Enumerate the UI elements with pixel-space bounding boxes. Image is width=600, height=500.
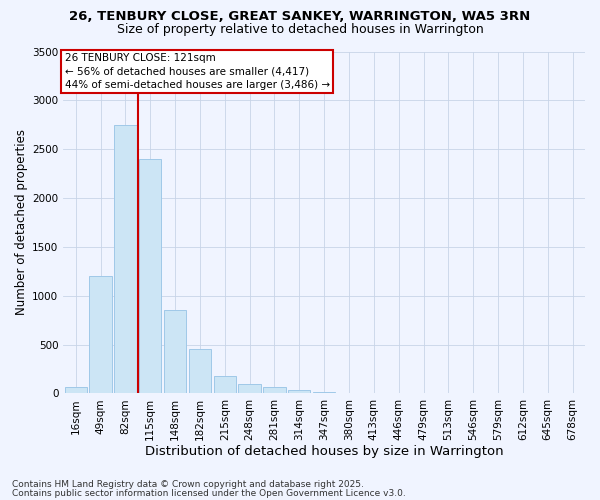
Y-axis label: Number of detached properties: Number of detached properties	[15, 130, 28, 316]
Bar	[65, 386, 87, 394]
Bar	[139, 159, 161, 394]
Bar	[164, 310, 186, 394]
Text: Contains public sector information licensed under the Open Government Licence v3: Contains public sector information licen…	[12, 488, 406, 498]
Bar	[313, 392, 335, 394]
Text: 26 TENBURY CLOSE: 121sqm
← 56% of detached houses are smaller (4,417)
44% of sem: 26 TENBURY CLOSE: 121sqm ← 56% of detach…	[65, 54, 329, 90]
Bar	[89, 276, 112, 394]
Text: 26, TENBURY CLOSE, GREAT SANKEY, WARRINGTON, WA5 3RN: 26, TENBURY CLOSE, GREAT SANKEY, WARRING…	[70, 10, 530, 23]
Bar	[189, 350, 211, 394]
Bar	[263, 388, 286, 394]
Text: Size of property relative to detached houses in Warrington: Size of property relative to detached ho…	[116, 22, 484, 36]
Bar	[238, 384, 261, 394]
X-axis label: Distribution of detached houses by size in Warrington: Distribution of detached houses by size …	[145, 444, 503, 458]
Bar	[214, 376, 236, 394]
Bar	[114, 125, 137, 394]
Text: Contains HM Land Registry data © Crown copyright and database right 2025.: Contains HM Land Registry data © Crown c…	[12, 480, 364, 489]
Bar	[288, 390, 310, 394]
